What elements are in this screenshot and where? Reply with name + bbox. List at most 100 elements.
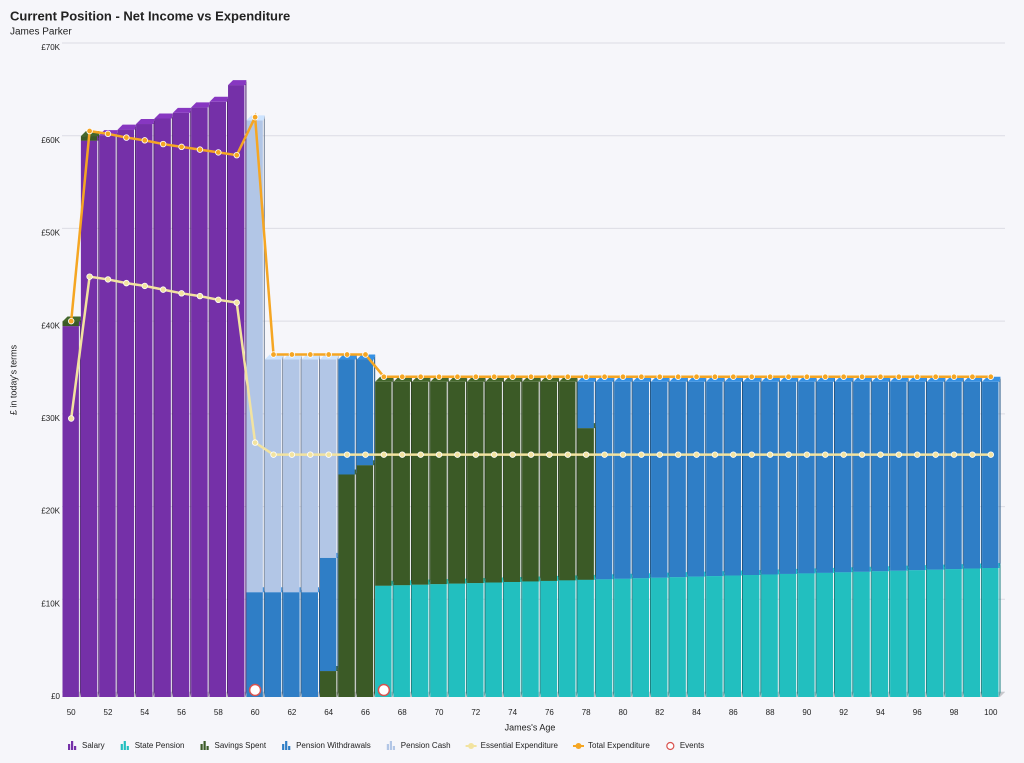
bar-segment	[834, 381, 852, 573]
bar-side	[447, 376, 449, 585]
bar-side	[521, 576, 523, 697]
line-point	[803, 373, 811, 380]
line-point	[619, 451, 627, 458]
bar-segment	[798, 573, 815, 697]
bar-side	[318, 354, 320, 593]
x-tick-label: 54	[140, 708, 149, 717]
line-point	[196, 146, 204, 153]
line-point	[527, 451, 535, 458]
bar-segment	[816, 381, 833, 573]
line-point	[674, 451, 682, 458]
bar-segment	[724, 381, 742, 576]
legend-icon	[392, 746, 395, 750]
bar-segment	[522, 381, 539, 582]
bar-segment	[706, 576, 723, 697]
legend-icon	[285, 741, 288, 750]
line-point	[546, 373, 553, 380]
line-point	[86, 273, 93, 280]
bar-segment	[172, 112, 190, 697]
line-point	[601, 373, 608, 380]
bar-segment	[963, 381, 981, 569]
bar-side	[870, 376, 872, 572]
y-tick-label: £0	[51, 692, 60, 701]
bar-side	[870, 566, 872, 697]
line-point	[472, 451, 480, 458]
x-tick-label: 94	[876, 708, 885, 717]
bar-side	[833, 567, 835, 697]
bar-side	[650, 573, 652, 697]
bar-segment	[577, 579, 594, 697]
x-tick-label: 60	[251, 708, 260, 717]
bar-side	[466, 578, 468, 697]
bar-segment	[963, 568, 981, 697]
bar-side	[944, 564, 946, 697]
bar-side	[631, 376, 633, 579]
line-point	[362, 451, 369, 458]
bar-segment	[577, 381, 594, 429]
bar-segment	[319, 557, 337, 672]
line-point	[104, 276, 112, 283]
bar-side	[962, 376, 964, 570]
line-point	[196, 292, 204, 300]
line-point	[582, 451, 590, 458]
line-point	[491, 373, 498, 380]
line-point	[601, 451, 608, 458]
bar-segment	[411, 381, 429, 585]
bar-side	[135, 124, 137, 698]
bar-segment	[485, 582, 502, 697]
line-point	[546, 451, 553, 458]
bar-segment	[467, 583, 484, 697]
line-point	[104, 130, 112, 138]
x-tick-label: 68	[398, 708, 407, 717]
line-point	[895, 373, 903, 380]
line-point	[251, 113, 259, 121]
bar-side	[263, 587, 265, 697]
bar-segment	[871, 381, 889, 572]
bar-segment	[375, 585, 392, 697]
line-point	[123, 134, 130, 141]
line-point	[785, 373, 792, 380]
bar-side	[815, 568, 817, 697]
line-point	[141, 137, 148, 144]
x-tick-label: 98	[950, 708, 959, 717]
bar-segment	[779, 573, 797, 697]
line-point	[748, 451, 755, 458]
line-point	[141, 282, 148, 290]
bar-side	[631, 573, 633, 697]
bar-side	[576, 575, 578, 697]
line-point	[509, 373, 516, 380]
bar-segment	[632, 381, 650, 579]
x-tick-label: 58	[214, 708, 223, 717]
bar-segment	[540, 580, 558, 697]
y-axis-label: £ in today's terms	[8, 344, 18, 415]
bar-segment	[614, 578, 631, 697]
line-point	[527, 373, 535, 380]
bar-side	[539, 376, 541, 582]
legend-icon	[203, 741, 206, 750]
legend-item: Total Expenditure	[573, 741, 650, 750]
x-tick-label: 84	[692, 708, 701, 717]
bar-segment	[448, 381, 466, 584]
bar-segment	[577, 428, 594, 580]
bar-side	[410, 580, 412, 697]
y-tick-label: £60K	[41, 136, 60, 145]
bar-segment	[761, 381, 778, 575]
bar-segment	[430, 584, 447, 697]
bar-top	[117, 124, 137, 130]
x-tick-label: 70	[435, 708, 444, 717]
line-point	[233, 299, 240, 306]
bar-side	[723, 376, 725, 577]
bar-segment	[264, 359, 282, 593]
bar-segment	[651, 577, 668, 697]
bar-segment	[890, 570, 907, 697]
bar-side	[907, 376, 909, 571]
bar-side	[98, 135, 100, 697]
legend-icon	[71, 741, 74, 750]
line-point	[325, 351, 332, 358]
bar-segment	[191, 107, 208, 697]
line-point	[159, 140, 167, 148]
x-tick-label: 52	[104, 708, 113, 717]
bar-segment	[632, 578, 650, 697]
bar-segment	[559, 580, 576, 697]
